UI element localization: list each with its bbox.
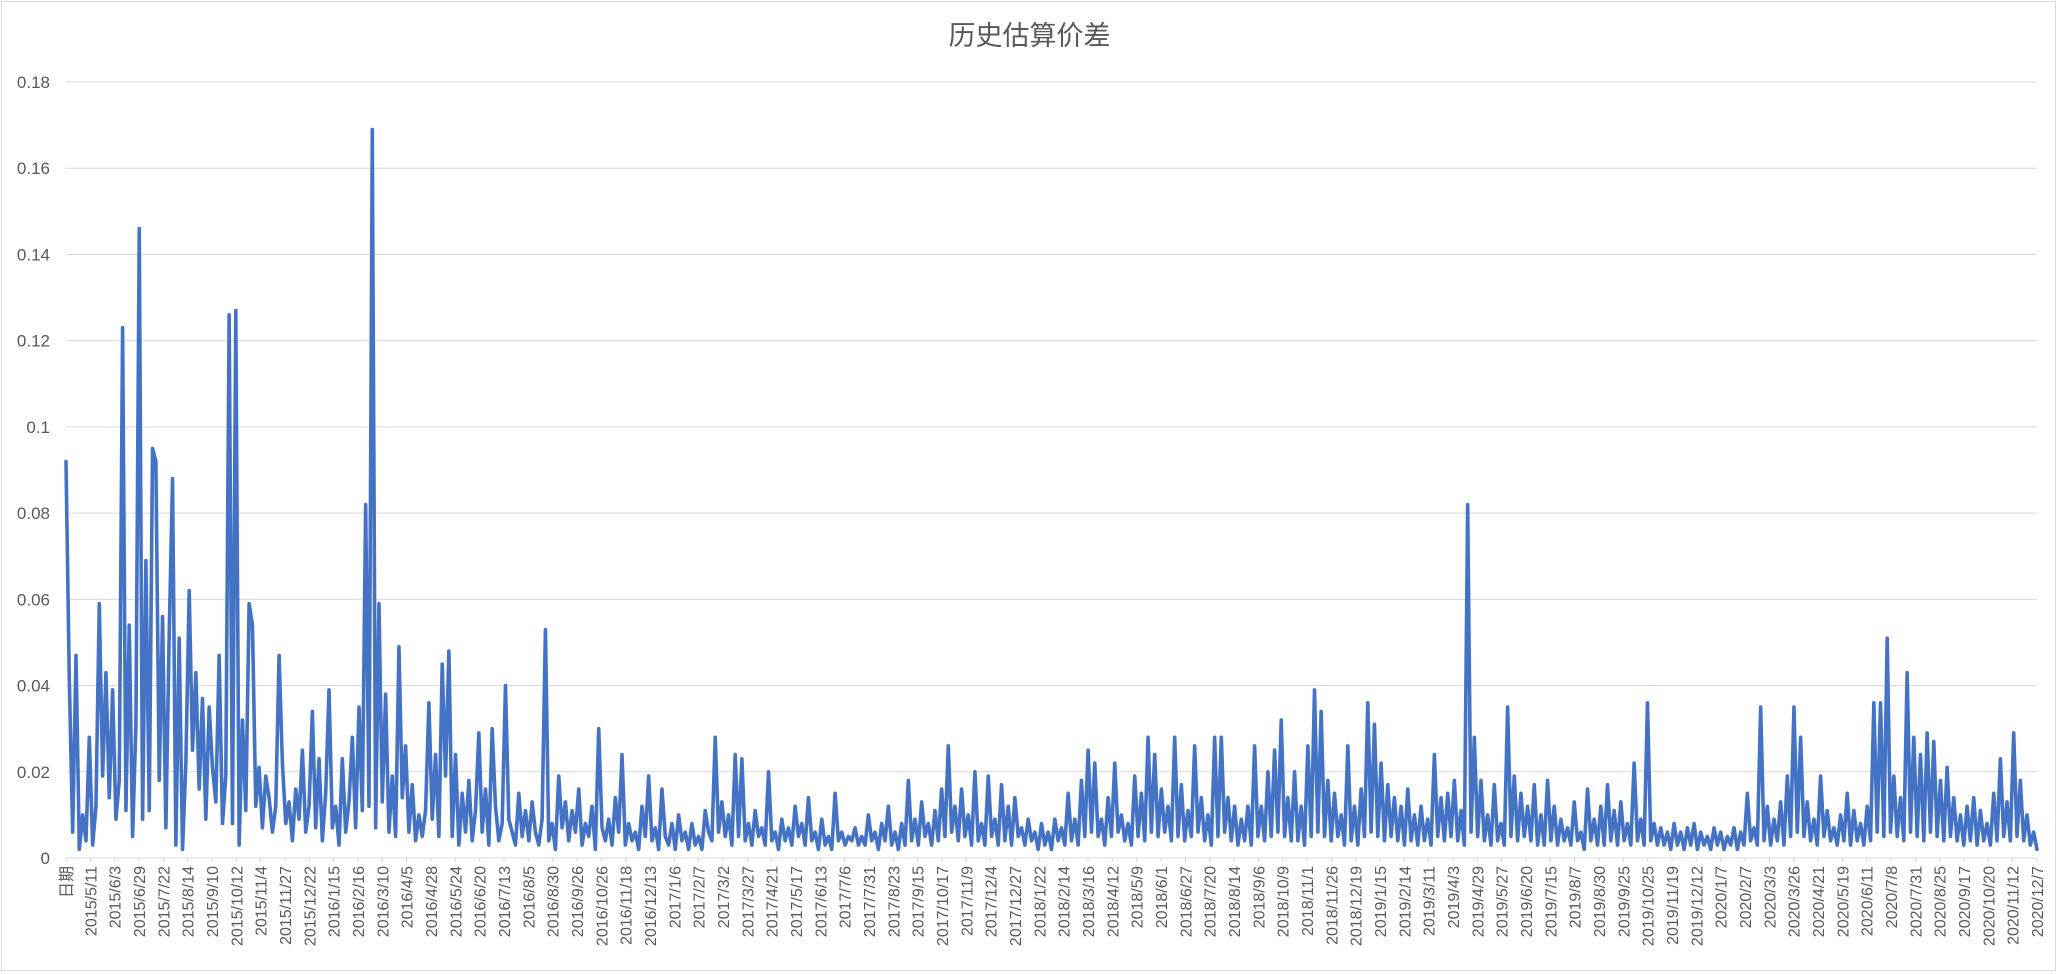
x-tick-label: 2019/4/29 bbox=[1470, 866, 1487, 937]
y-tick-label: 0.02 bbox=[17, 763, 50, 782]
x-tick-label: 2016/8/30 bbox=[546, 866, 563, 937]
x-tick-label: 2017/7/6 bbox=[838, 866, 855, 928]
x-tick-label: 2015/6/29 bbox=[132, 866, 149, 937]
y-tick-label: 0.18 bbox=[17, 73, 50, 92]
x-tick-label: 2017/3/27 bbox=[740, 866, 757, 937]
y-tick-label: 0.16 bbox=[17, 159, 50, 178]
x-tick-label: 2017/10/17 bbox=[935, 866, 952, 946]
x-tick-label: 2015/11/4 bbox=[254, 866, 271, 936]
x-tick-label: 2016/4/5 bbox=[400, 866, 417, 928]
x-tick-label: 2019/11/19 bbox=[1665, 866, 1682, 945]
x-tick-label: 2016/9/26 bbox=[570, 866, 587, 937]
series-line bbox=[64, 127, 2039, 852]
x-tick-label: 2017/5/17 bbox=[789, 866, 806, 937]
x-tick-label: 2019/4/3 bbox=[1446, 866, 1463, 928]
x-tick-label: 2016/2/16 bbox=[351, 866, 368, 937]
x-tick-label: 2018/7/20 bbox=[1203, 866, 1220, 937]
x-tick-label: 2018/5/9 bbox=[1130, 866, 1147, 928]
x-tick-label: 2020/8/25 bbox=[1933, 866, 1950, 937]
chart-title: 历史估算价差 bbox=[948, 21, 1111, 52]
y-axis-tick-labels: 0 0.02 0.04 0.06 0.08 0.1 0.12 0.14 0.16 0.18 bbox=[17, 73, 50, 868]
y-tick-label: 0.14 bbox=[17, 245, 50, 264]
x-tick-label: 2019/9/25 bbox=[1616, 866, 1633, 937]
x-tick-label: 2017/6/13 bbox=[813, 866, 830, 937]
x-tick-label: 2015/10/12 bbox=[229, 866, 246, 946]
x-first-category-label: 日期 bbox=[58, 866, 76, 898]
x-tick-label: 2020/7/8 bbox=[1884, 866, 1901, 928]
x-tick-label: 2018/3/16 bbox=[1081, 866, 1098, 937]
x-tick-label: 2015/9/10 bbox=[205, 866, 222, 937]
x-tick-label: 2017/4/21 bbox=[765, 866, 782, 937]
x-tick-label: 2017/8/23 bbox=[886, 866, 903, 937]
x-tick-label: 2017/2/7 bbox=[692, 866, 709, 928]
x-tick-label: 2019/3/11 bbox=[1422, 866, 1439, 936]
x-tick-label: 2018/10/9 bbox=[1276, 866, 1293, 937]
x-tick-label: 2020/9/17 bbox=[1957, 866, 1974, 937]
x-tick-label: 2018/12/19 bbox=[1349, 866, 1366, 946]
x-tick-label: 2018/6/1 bbox=[1154, 866, 1171, 928]
x-tick-label: 2016/11/18 bbox=[619, 866, 636, 945]
x-tick-label: 2020/2/7 bbox=[1738, 866, 1755, 928]
x-tick-label: 2017/3/2 bbox=[716, 866, 733, 928]
x-tick-label: 2017/9/15 bbox=[911, 866, 928, 937]
x-tick-label: 2016/1/15 bbox=[327, 866, 344, 937]
x-tick-label: 2020/5/19 bbox=[1835, 866, 1852, 937]
x-tick-label: 2016/5/24 bbox=[448, 866, 465, 937]
x-tick-label: 2018/2/14 bbox=[1057, 866, 1074, 937]
y-tick-label: 0.1 bbox=[26, 418, 50, 437]
x-axis-tick-marks bbox=[65, 858, 2038, 862]
x-axis-tick-labels: 日期 2015/5/11 2015/6/3 2015/6/29 2015/7/22 201… bbox=[58, 866, 2047, 946]
x-tick-label: 2019/6/20 bbox=[1519, 866, 1536, 937]
x-tick-label: 2020/3/26 bbox=[1787, 866, 1804, 937]
y-tick-label: 0.08 bbox=[17, 504, 50, 523]
x-tick-label: 2018/11/1 bbox=[1300, 866, 1317, 936]
x-tick-label: 2020/10/20 bbox=[1981, 866, 1998, 946]
x-tick-label: 2020/1/7 bbox=[1714, 866, 1731, 928]
x-tick-label: 2017/12/4 bbox=[984, 866, 1001, 937]
y-tick-label: 0.06 bbox=[17, 590, 50, 609]
x-tick-label: 2017/7/31 bbox=[862, 866, 879, 937]
x-tick-label: 2017/1/6 bbox=[667, 866, 684, 928]
x-tick-label: 2017/12/27 bbox=[1008, 866, 1025, 946]
x-tick-label: 2019/2/14 bbox=[1397, 866, 1414, 937]
x-tick-label: 2019/8/30 bbox=[1592, 866, 1609, 937]
x-tick-label: 2017/11/9 bbox=[959, 866, 976, 936]
x-tick-label: 2019/1/15 bbox=[1373, 866, 1390, 937]
x-tick-label: 2018/11/26 bbox=[1324, 866, 1341, 945]
x-tick-label: 2018/6/27 bbox=[1178, 866, 1195, 937]
x-tick-label: 2015/11/27 bbox=[278, 866, 295, 945]
x-tick-label: 2016/12/13 bbox=[643, 866, 660, 946]
x-tick-label: 2015/7/22 bbox=[156, 866, 173, 937]
x-tick-label: 2020/4/21 bbox=[1811, 866, 1828, 937]
x-tick-label: 2016/3/10 bbox=[375, 866, 392, 937]
x-tick-label: 2016/7/13 bbox=[497, 866, 514, 937]
x-tick-label: 2020/7/31 bbox=[1908, 866, 1925, 937]
x-tick-label: 2018/1/22 bbox=[1032, 866, 1049, 937]
x-tick-label: 2015/6/3 bbox=[108, 866, 125, 928]
x-tick-label: 2016/6/20 bbox=[473, 866, 490, 937]
x-tick-label: 2016/4/28 bbox=[424, 866, 441, 937]
x-tick-label: 2018/9/6 bbox=[1251, 866, 1268, 928]
x-tick-label: 2020/12/7 bbox=[2030, 866, 2047, 937]
x-tick-label: 2015/8/14 bbox=[181, 866, 198, 937]
x-tick-label: 2016/8/5 bbox=[521, 866, 538, 928]
x-tick-label: 2020/6/11 bbox=[1860, 866, 1877, 936]
x-tick-label: 2020/11/12 bbox=[2006, 866, 2023, 945]
x-tick-label: 2019/7/15 bbox=[1543, 866, 1560, 937]
x-tick-label: 2020/3/3 bbox=[1762, 866, 1779, 928]
x-tick-label: 2019/12/12 bbox=[1689, 866, 1706, 946]
y-tick-label: 0.04 bbox=[17, 677, 50, 696]
x-tick-label: 2019/8/7 bbox=[1568, 866, 1585, 928]
x-tick-label: 2018/8/14 bbox=[1227, 866, 1244, 937]
x-tick-label: 2019/5/27 bbox=[1495, 866, 1512, 937]
gridlines bbox=[66, 81, 2037, 859]
y-tick-label: 0.12 bbox=[17, 332, 50, 351]
y-tick-label: 0 bbox=[41, 849, 50, 868]
x-tick-label: 2018/4/12 bbox=[1105, 866, 1122, 937]
x-tick-label: 2015/5/11 bbox=[83, 866, 100, 936]
x-tick-label: 2019/10/25 bbox=[1641, 866, 1658, 946]
x-tick-label: 2016/10/26 bbox=[594, 866, 611, 946]
x-tick-label: 2015/12/22 bbox=[302, 866, 319, 946]
